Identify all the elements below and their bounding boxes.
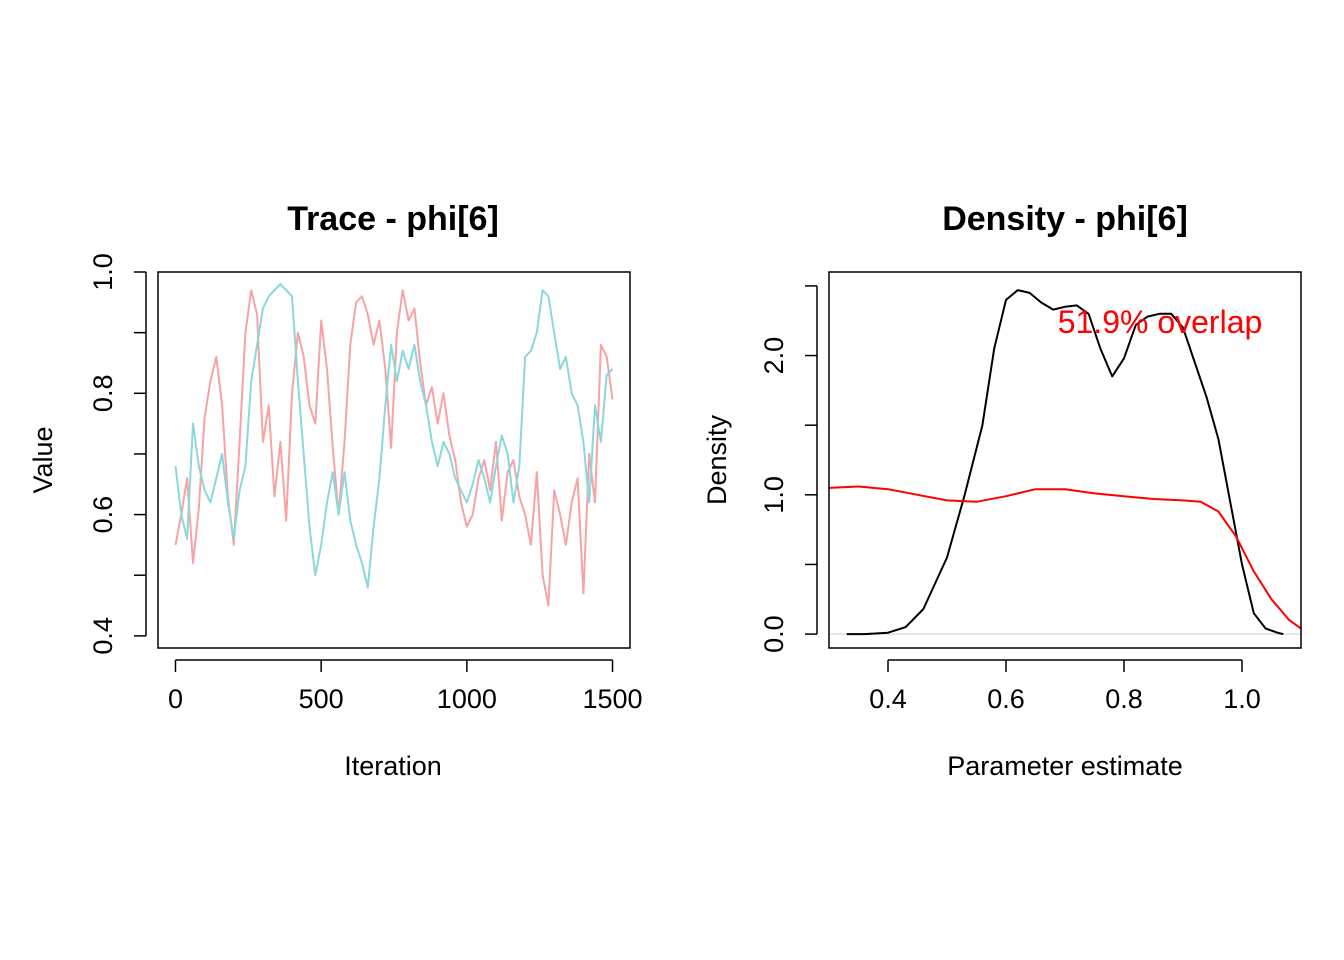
trace-y-tick-label: 0.6: [88, 496, 118, 534]
trace-x-tick-label: 500: [299, 684, 344, 714]
density-y-tick-label: 2.0: [759, 337, 789, 375]
density-series-group: [828, 289, 1302, 636]
trace-series-group: [174, 283, 614, 607]
density-y-axis-label: Density: [702, 414, 732, 505]
density-y-tick-label: 0.0: [759, 615, 789, 653]
trace-series-line-1: [174, 289, 614, 607]
trace-series-line-2: [174, 283, 614, 589]
density-x-tick-label: 0.8: [1105, 684, 1143, 714]
trace-x-tick-label: 1500: [582, 684, 642, 714]
density-x-tick-label: 0.4: [869, 684, 907, 714]
density-x-axis-label: Parameter estimate: [947, 751, 1183, 781]
trace-x-tick-label: 1000: [437, 684, 497, 714]
density-x-tick-label: 1.0: [1223, 684, 1261, 714]
overlap-annotation: 51.9% overlap: [1058, 304, 1263, 340]
density-x-tick-label: 0.6: [987, 684, 1025, 714]
trace-y-tick-label: 0.4: [88, 617, 118, 655]
trace-plot-frame: [157, 271, 631, 649]
density-series-line-1: [846, 289, 1284, 636]
density-axes: 0.4 0.6 0.8 1.0 0.0 1.0 2.0: [759, 285, 1261, 714]
density-plot-frame: [828, 271, 1302, 649]
density-plot: Density - phi[6] 0.4 0.6 0.8 1.0 0.0 1.0 2.0 P…: [702, 200, 1302, 781]
trace-y-tick-label: 1.0: [88, 253, 118, 291]
trace-y-axis-label: Value: [28, 426, 58, 493]
trace-axes: 0 500 1000 1500 0.4 0.6 0.8 1.0: [88, 253, 643, 714]
trace-plot: Trace - phi[6] 0 500 1000 15000.40.60.81.0 …: [28, 200, 643, 781]
density-title: Density - phi[6]: [942, 200, 1188, 238]
density-series-line-2: [828, 485, 1302, 630]
trace-title: Trace - phi[6]: [287, 200, 499, 238]
trace-x-axis-label: Iteration: [344, 751, 442, 781]
density-y-tick-label: 1.0: [759, 476, 789, 514]
trace-y-tick-label: 0.8: [88, 375, 118, 413]
trace-x-tick-label: 0: [168, 684, 183, 714]
